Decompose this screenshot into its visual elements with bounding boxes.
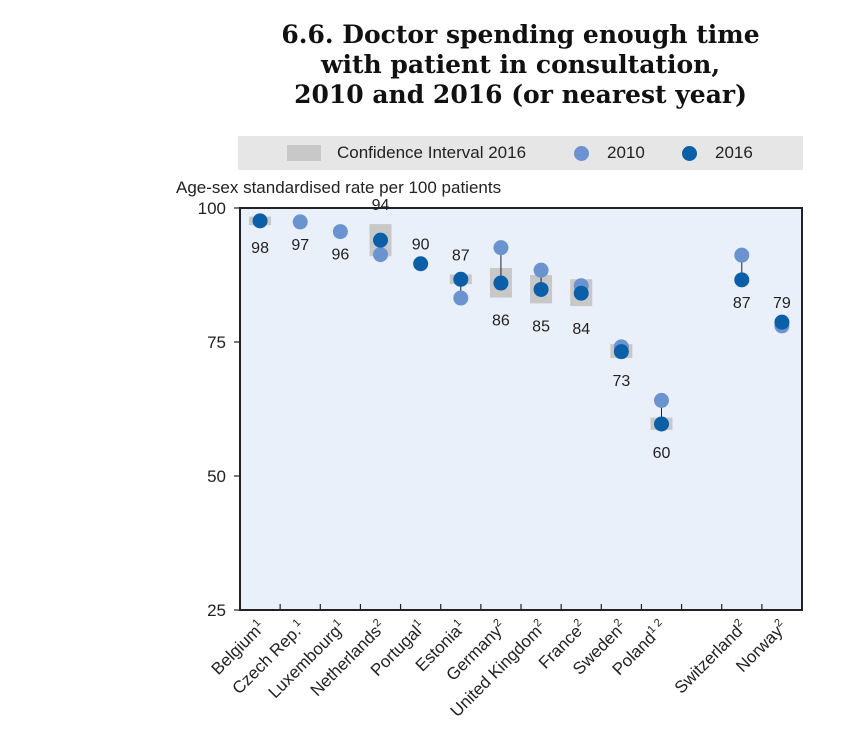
label-footnote: 1 2: [645, 617, 664, 636]
label-footnote: 1: [250, 617, 263, 630]
point-2016: [413, 256, 429, 272]
point-2010: [332, 224, 348, 240]
y-axis-label: Age-sex standardised rate per 100 patien…: [176, 178, 502, 197]
label-footnote: 1: [331, 617, 344, 630]
data-labels: 98 97 96 94 90 87 86 85 84 73 60 87 79: [251, 197, 791, 462]
legend: Confidence Interval 2016 2010 2016: [238, 136, 803, 170]
label-footnote: 2: [371, 617, 384, 630]
point-2010: [734, 247, 750, 263]
label-footnote: 1: [291, 617, 304, 630]
point-2010: [493, 240, 509, 256]
y-axis: 100 75 50 25: [198, 199, 240, 620]
data-label: 96: [331, 247, 349, 264]
data-label: 79: [773, 295, 791, 312]
plot-area: [240, 208, 802, 610]
label-footnote: 2: [732, 617, 745, 630]
legend-2016-label: 2016: [715, 143, 753, 162]
y-tick-label: 75: [207, 333, 226, 352]
title-line-3: 2010 and 2016 (or nearest year): [294, 80, 747, 109]
data-label: 94: [372, 197, 390, 214]
point-2016: [533, 281, 549, 297]
data-label: 84: [572, 321, 590, 338]
y-tick-label: 100: [198, 199, 226, 218]
legend-item-2010: 2010: [574, 136, 645, 170]
y-tick-label: 25: [207, 601, 226, 620]
label-footnote: 2: [491, 617, 504, 630]
point-2016: [613, 344, 629, 360]
point-2010: [654, 392, 669, 408]
data-label: 87: [733, 295, 751, 312]
label-footnote: 2: [772, 617, 785, 630]
y-tick-label: 50: [207, 467, 226, 486]
data-label: 73: [612, 373, 630, 390]
point-2016: [774, 314, 790, 330]
point-2016: [252, 213, 268, 229]
legend-2010-label: 2010: [607, 143, 645, 162]
chart-title: 6.6. Doctor spending enough time with pa…: [238, 20, 803, 110]
label-footnote: 2: [572, 617, 585, 630]
point-2010: [292, 214, 308, 230]
data-label: 98: [251, 240, 269, 257]
title-line-2: with patient in consultation,: [320, 50, 721, 79]
label-footnote: 2: [612, 617, 625, 630]
title-line-1: 6.6. Doctor spending enough time: [281, 20, 760, 49]
point-2016: [573, 285, 589, 301]
plot-border: [239, 207, 803, 611]
legend-item-2016: 2016: [682, 136, 753, 170]
legend-item-ci: Confidence Interval 2016: [287, 136, 526, 170]
data-label: 60: [653, 445, 671, 462]
point-2016: [654, 416, 669, 432]
point-2016: [373, 232, 388, 248]
dot-2010-swatch: [574, 145, 589, 161]
series-2016: [252, 213, 790, 432]
data-label: 90: [412, 237, 430, 254]
point-2010: [373, 247, 388, 263]
label-footnote: 2: [531, 617, 544, 630]
point-2016: [453, 271, 469, 287]
label-footnote: 1: [451, 617, 464, 630]
point-2016: [734, 272, 750, 288]
data-label: 97: [291, 237, 309, 254]
data-label: 85: [532, 318, 550, 335]
point-2010: [533, 262, 549, 278]
data-label: 87: [452, 247, 470, 264]
point-2016: [493, 275, 509, 291]
ci-swatch: [287, 145, 321, 161]
label-footnote: 1: [411, 617, 424, 630]
dot-2016-swatch: [682, 145, 697, 161]
data-label: 86: [492, 313, 510, 330]
point-2010: [453, 290, 469, 306]
legend-ci-label: Confidence Interval 2016: [337, 143, 527, 162]
